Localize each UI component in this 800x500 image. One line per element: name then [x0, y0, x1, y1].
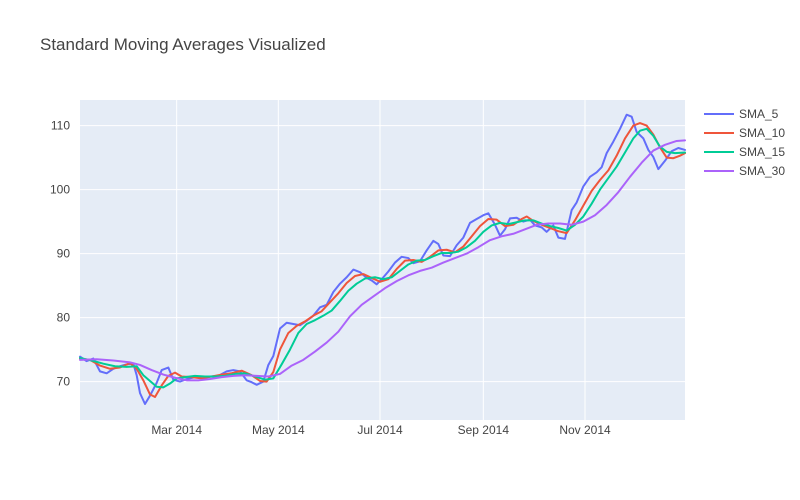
x-tick-label: Jul 2014: [357, 423, 403, 437]
legend-item-sma-15[interactable]: SMA_15: [704, 145, 785, 159]
legend-item-sma-10[interactable]: SMA_10: [704, 126, 785, 140]
legend-item-sma-5[interactable]: SMA_5: [704, 107, 779, 121]
legend-item-sma-30[interactable]: SMA_30: [704, 164, 785, 178]
plot-background: [80, 100, 685, 420]
legend-label: SMA_30: [739, 164, 785, 178]
legend: SMA_5 SMA_10 SMA_15 SMA_30: [704, 107, 785, 178]
y-tick-label: 110: [51, 119, 70, 133]
series-line-sma-10: [79, 122, 686, 398]
x-tick-label: Mar 2014: [151, 423, 202, 437]
y-tick-label: 90: [57, 247, 71, 261]
x-tick-label: May 2014: [252, 423, 305, 437]
series-line-sma-30: [79, 139, 686, 382]
legend-label: SMA_10: [739, 126, 785, 140]
legend-label: SMA_15: [739, 145, 785, 159]
x-tick-label: Nov 2014: [559, 423, 611, 437]
x-tick-label: Sep 2014: [458, 423, 510, 437]
y-tick-label: 70: [57, 375, 71, 389]
axis-layer: 70 80 90 100 110 Mar 2014 May 2014 Jul 2014 Sep …: [50, 119, 611, 437]
series-layer: [79, 113, 686, 405]
series-line-sma-15: [79, 127, 686, 389]
y-tick-label: 80: [57, 311, 71, 325]
legend-label: SMA_5: [739, 107, 779, 121]
y-tick-label: 100: [50, 183, 70, 197]
chart-title: Standard Moving Averages Visualized: [40, 35, 326, 54]
